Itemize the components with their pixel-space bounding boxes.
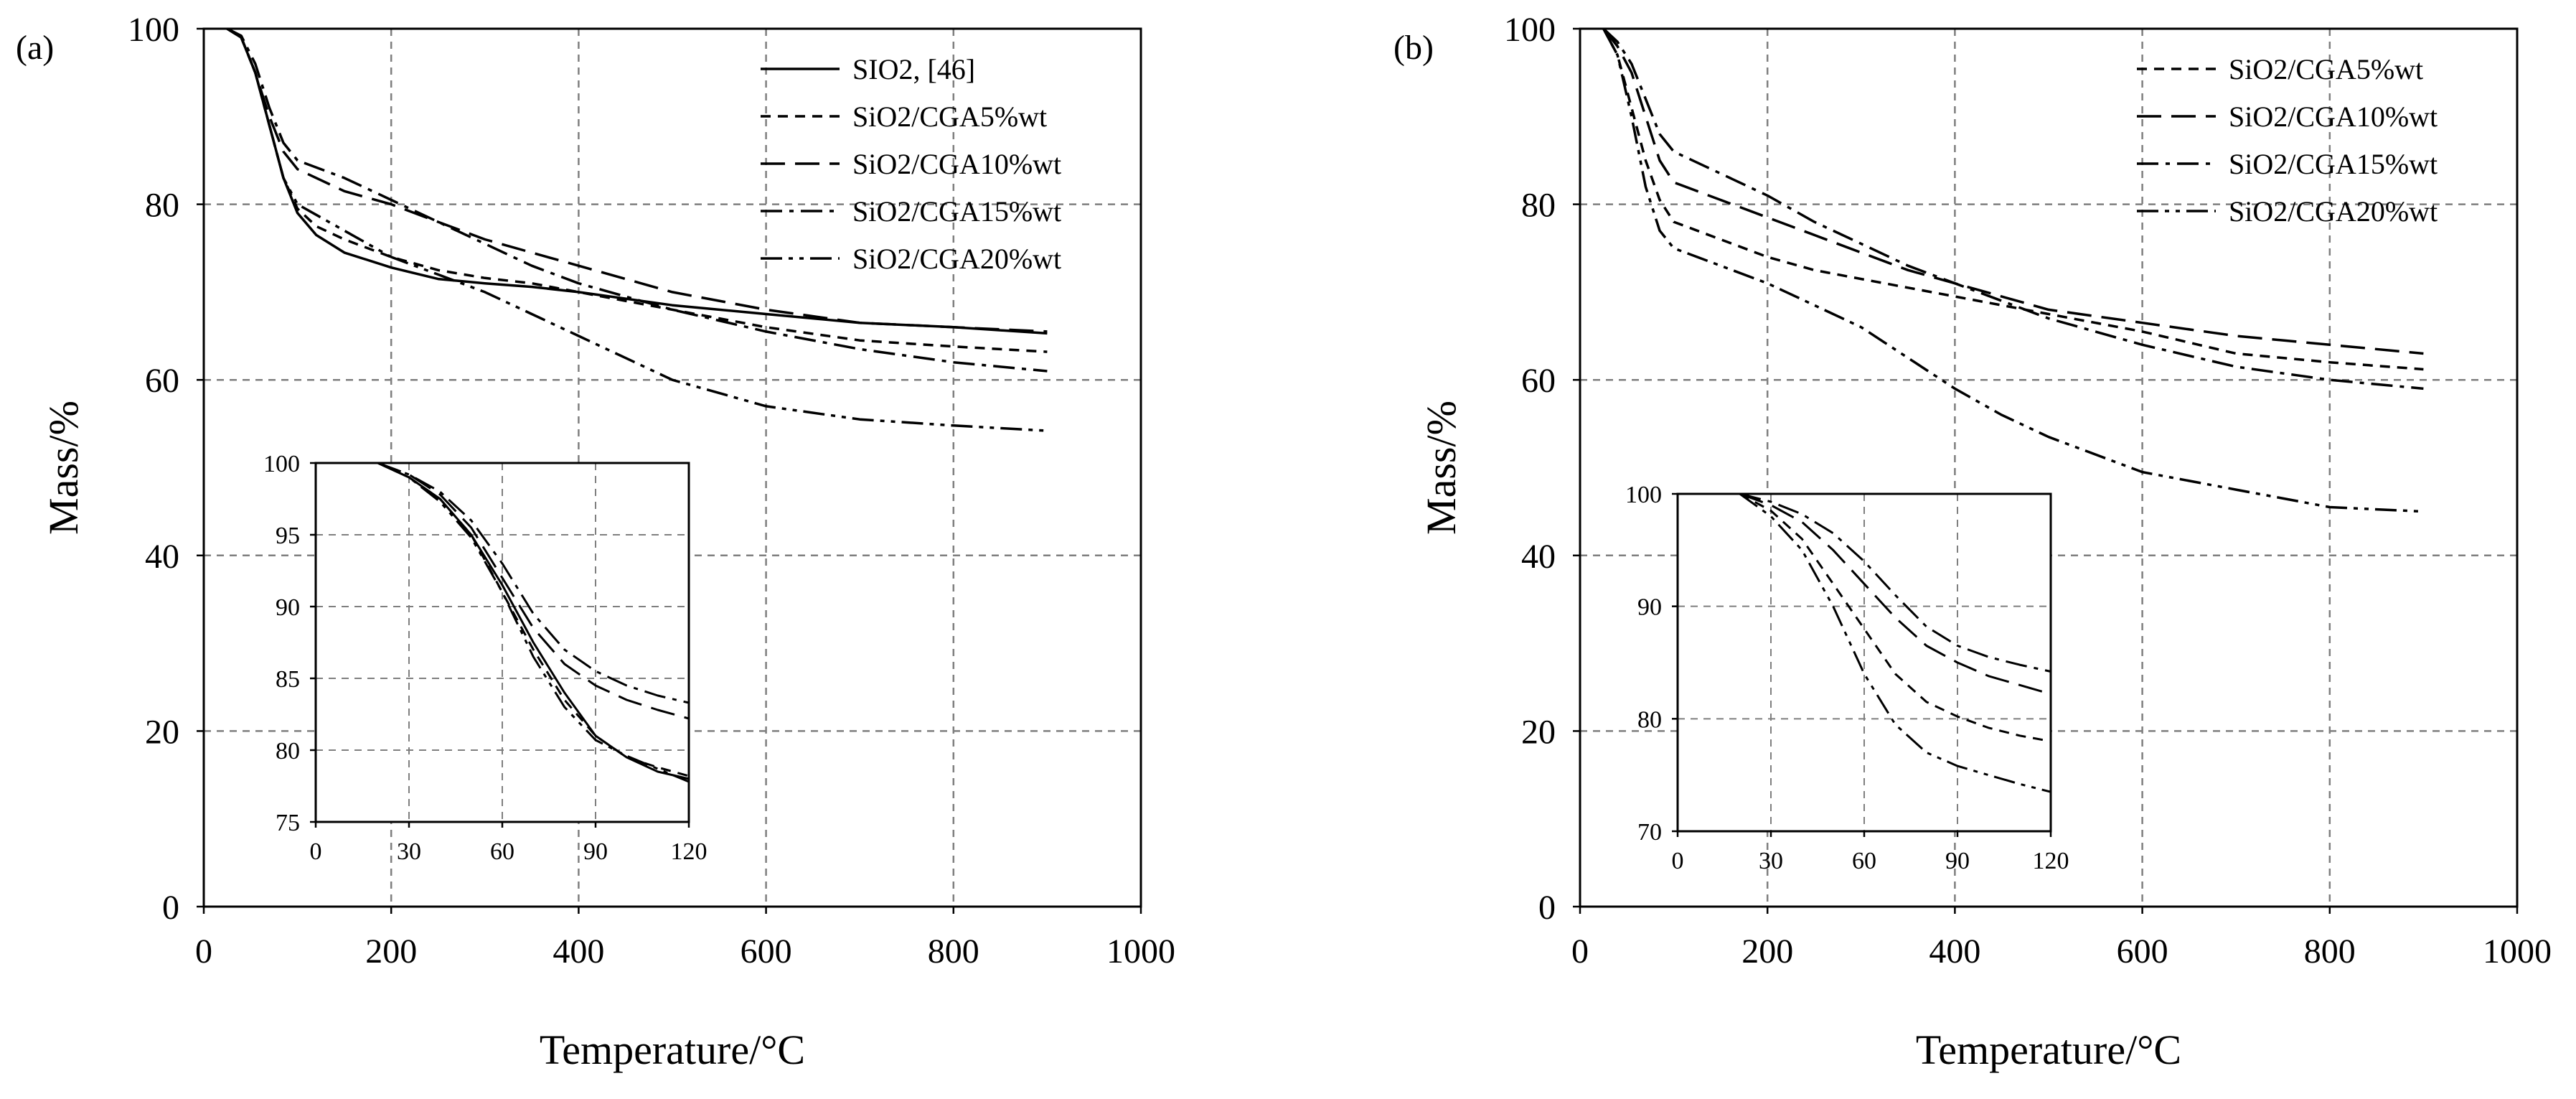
panel-b-main-y-tick-label: 80 [1521,187,1556,225]
panel-a-main-series-line-4 [226,27,1048,373]
panel-a-main-x-tick-label: 400 [553,932,604,971]
panel-a-inset-y-tick-label: 80 [276,738,300,764]
panel-a-legend-label-4: SiO2/CGA15%wt [852,195,1061,228]
panel-b-main-x-tick-label: 400 [1929,932,1980,971]
panel-b-main-frame [1579,27,2519,908]
panel-b-label: (b) [1393,29,1434,67]
panel-b-main-y-tick-label: 0 [1538,889,1556,927]
panel-a-main-x-tick-label: 800 [928,932,979,971]
panel-b-main-y-tick-label: 100 [1504,11,1556,49]
panel-b-legend-label-1: SiO2/CGA5%wt [2229,53,2423,85]
panel-b-main-x-tick-label: 0 [1571,932,1589,971]
panel-b-inset-y-tick-label: 90 [1637,594,1662,621]
panel-a-inset-x-tick-label: 90 [583,838,608,865]
panel-b-main-series-line-4 [1602,28,2424,513]
panel-a-main-y-tick-label: 20 [145,713,179,751]
panel-b-main-x-tick-label: 200 [1741,932,1793,971]
panel-a-main-series-line-3 [226,27,1048,333]
panel-a-main-series-line-5 [226,27,1048,432]
panel-b-inset-x-tick-label: 120 [2033,848,2069,874]
panel-b-main-series-line-1 [1602,28,2424,371]
panel-b-y-axis-label: Mass/% [1418,401,1465,535]
panel-b-inset-x-tick-label: 0 [1672,848,1684,874]
panel-a-inset-x-tick-label: 0 [310,838,322,865]
panel-b-inset-axes: 0 30 60 90 120 70 80 90 100 [1625,482,2069,874]
panel-a-inset-x-tick-label: 30 [397,838,421,865]
panel-a-inset-x-tick-label: 120 [671,838,708,865]
panel-a-inset-y-tick-label: 95 [276,523,300,549]
panel-b-main-x-tick-label: 800 [2304,932,2356,971]
panel-a-inset-series-line-3 [377,462,690,720]
panel-b-inset-series-line-3 [1739,492,2051,673]
panel-b-inset-series-line-4 [1739,492,2051,793]
panel-a-main-x-tick-label: 600 [741,932,792,971]
panel-a-label: (a) [16,29,54,67]
panel-b-main-y-tick-label: 60 [1521,362,1556,400]
panel-b-main-series-line-3 [1602,27,2424,391]
panel-b-inset-y-tick-label: 100 [1625,482,1662,508]
panel-a-y-axis-label: Mass/% [40,401,87,535]
panel-a-legend-label-2: SiO2/CGA5%wt [852,100,1047,133]
panel-a-inset-y-tick-label: 85 [276,666,300,693]
panel-a-main-frame [202,27,1142,908]
panel-a-inset-series-line-5 [377,462,690,783]
panel-b-legend-label-4: SiO2/CGA20%wt [2229,195,2438,228]
panel-b-inset-x-tick-label: 30 [1759,848,1783,874]
panel-a-inset-series-line-4 [377,462,690,704]
panel-a-main-y-tick-label: 100 [128,11,179,49]
panel-a-legend-label-3: SiO2/CGA10%wt [852,148,1061,180]
panel-a-inset-x-tick-label: 60 [490,838,514,865]
panel-b-main-x-tick-label: 600 [2117,932,2168,971]
panel-a-main-x-tick-label: 1000 [1106,932,1175,971]
panel-a-main-y-tick-label: 40 [145,538,179,576]
panel-a-main-y-tick-label: 80 [145,187,179,225]
panel-a-inset-y-tick-label: 100 [263,451,300,477]
panel-b-inset-x-tick-label: 60 [1852,848,1876,874]
panel-a-inset-axes: 0 30 60 90 120 75 80 85 90 95 100 [263,451,708,865]
panel-b-legend-label-2: SiO2/CGA10%wt [2229,100,2438,133]
panel-b-inset-series-line-1 [1739,492,2051,743]
panel-b-main-series-line-2 [1602,27,2424,355]
panel-a-main-y-tick-label: 0 [162,889,179,927]
panel-b-inset-y-tick-label: 70 [1637,819,1662,846]
panel-a-main-x-tick-label: 200 [365,932,417,971]
panel-a-main-x-tick-label: 0 [195,932,212,971]
panel-b-inset-x-tick-label: 90 [1945,848,1970,874]
panel-b-inset-series-line-2 [1739,492,2051,696]
panel-b-inset-y-tick-label: 80 [1637,706,1662,733]
panel-b-main-y-tick-label: 40 [1521,538,1556,576]
panel-a-x-axis-label: Temperature/°C [540,1026,805,1073]
panel-b-main-y-tick-label: 20 [1521,713,1556,751]
panel-a-inset-y-tick-label: 75 [276,810,300,836]
panel-a-main-series-line-2 [226,27,1048,353]
panel-b-legend: SiO2/CGA5%wt SiO2/CGA10%wt SiO2/CGA15%wt Si… [2137,53,2438,228]
panel-a-legend: SIO2, [46] SiO2/CGA5%wt SiO2/CGA10%wt SiO2/… [761,53,1061,275]
panel-a-main-y-tick-label: 60 [145,362,179,400]
chart-panel-b: 0 200 400 600 800 1000020406080100SiO2/CGA5%w… [1418,11,2552,1073]
panel-a-legend-label-5: SiO2/CGA20%wt [852,243,1061,275]
panel-b-legend-label-3: SiO2/CGA15%wt [2229,148,2438,180]
panel-a-legend-label-1: SIO2, [46] [852,53,975,85]
panel-a-inset-y-tick-label: 90 [276,594,300,621]
panel-b-x-axis-label: Temperature/°C [1916,1026,2181,1073]
panel-b-main-x-tick-label: 1000 [2483,932,2552,971]
